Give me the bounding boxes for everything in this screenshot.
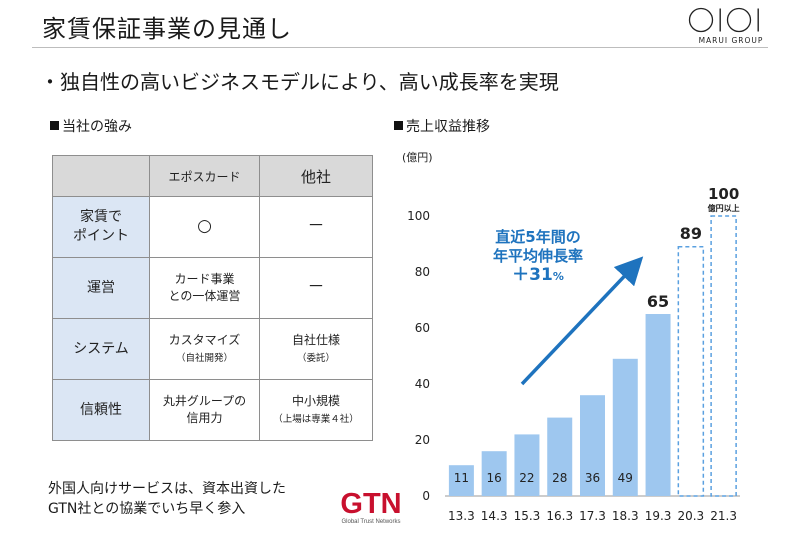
header-epos: エポスカード [149, 155, 260, 197]
x-tick-label: 14.3 [481, 509, 508, 523]
section-label-strengths: 当社の強み [50, 116, 132, 136]
x-tick-label: 13.3 [448, 509, 475, 523]
cell-other: 中小規模 （上場は専業４社） [259, 379, 373, 441]
row-label: 運営 [52, 257, 150, 319]
bar [481, 451, 507, 496]
x-tick-label: 19.3 [645, 509, 672, 523]
y-tick-label: 60 [415, 321, 430, 335]
x-tick-label: 18.3 [612, 509, 639, 523]
bar-value-label: 100 [708, 185, 739, 203]
bar-value-label: 65 [647, 292, 669, 311]
bar-value-label: 28 [552, 471, 567, 485]
x-tick-label: 17.3 [579, 509, 606, 523]
oioi-logo-icon [688, 7, 759, 33]
revenue-bar-chart: (億円) 0 20 40 60 80 100 11 13.3 16 14.3 22 15.3 28 16.3… [402, 151, 740, 523]
bar-value-label: 11 [454, 471, 469, 485]
logo-text: MARUI GROUP [698, 36, 764, 45]
bar-value-label: 22 [519, 471, 534, 485]
bar [514, 434, 540, 496]
row-label: 信頼性 [52, 379, 150, 441]
headline: ・独自性の高いビジネスモデルにより、高い成長率を実現 [40, 70, 559, 94]
y-tick-label: 0 [422, 489, 430, 503]
bar [547, 417, 573, 496]
cagr-line2: 年平均伸長率 [492, 247, 583, 265]
y-tick-label: 20 [415, 433, 430, 447]
y-tick-label: 80 [415, 265, 430, 279]
cell-epos: カード事業 との一体運営 [149, 257, 260, 319]
cell-epos: ○ [149, 196, 260, 258]
y-axis-unit-label: (億円) [402, 151, 433, 164]
bar [580, 395, 605, 496]
header-other: 他社 [259, 155, 373, 197]
cell-epos: カスタマイズ （自社開発） [149, 318, 260, 380]
marui-group-logo: MARUI GROUP [683, 5, 779, 45]
bar-annotation: 億円以上 [708, 203, 740, 213]
bar [645, 314, 671, 496]
bar-value-label: 36 [585, 471, 600, 485]
x-tick-label: 21.3 [710, 509, 737, 523]
x-tick-label: 16.3 [546, 509, 573, 523]
cagr-annotation: 直近5年間の 年平均伸長率 ＋31% [462, 228, 614, 286]
bar-forecast [677, 246, 705, 497]
page-title: 家賃保証事業の見通し [42, 15, 292, 43]
cagr-line1: 直近5年間の [495, 228, 581, 246]
gtn-note: 外国人向けサービスは、資本出資した GTN社との協業でいち早く参入 [48, 481, 286, 517]
cell-other: － [259, 196, 373, 258]
table-header-row: エポスカード 他社 [52, 155, 373, 197]
comparison-table: エポスカード 他社 家賃で ポイント ○ － 運営 カード事業 との一体運営 － シ… [52, 155, 373, 441]
table-row: システム カスタマイズ （自社開発） 自社仕様 （委託） [52, 318, 373, 380]
gtn-logo-text: GTN [340, 488, 401, 520]
cell-epos: 丸井グループの 信用力 [149, 379, 260, 441]
header-blank-cell [52, 155, 150, 197]
table-row: 運営 カード事業 との一体運営 － [52, 257, 373, 319]
gtn-logo: GTN Global Trust Networks [340, 488, 401, 525]
y-tick-label: 40 [415, 377, 430, 391]
title-divider [32, 47, 768, 48]
square-bullet-icon [394, 121, 403, 130]
bar [612, 358, 638, 496]
gtn-logo-sub: Global Trust Networks [341, 519, 400, 525]
cagr-value: ＋31% [512, 265, 564, 285]
x-tick-label: 15.3 [514, 509, 541, 523]
bar-value-label: 89 [680, 224, 702, 243]
row-label: 家賃で ポイント [52, 196, 150, 258]
bar-forecast [710, 215, 737, 497]
row-label: システム [52, 318, 150, 380]
x-tick-label: 20.3 [677, 509, 704, 523]
bar [448, 465, 474, 496]
cell-other: 自社仕様 （委託） [259, 318, 373, 380]
section-label-revenue: 売上収益推移 [394, 116, 490, 136]
table-row: 家賃で ポイント ○ － [52, 196, 373, 258]
bar-value-label: 16 [487, 471, 502, 485]
square-bullet-icon [50, 121, 59, 130]
cell-other: － [259, 257, 373, 319]
bar-value-label: 49 [618, 471, 633, 485]
table-row: 信頼性 丸井グループの 信用力 中小規模 （上場は専業４社） [52, 379, 373, 441]
growth-arrow-icon [520, 256, 644, 386]
y-tick-label: 100 [407, 209, 430, 223]
